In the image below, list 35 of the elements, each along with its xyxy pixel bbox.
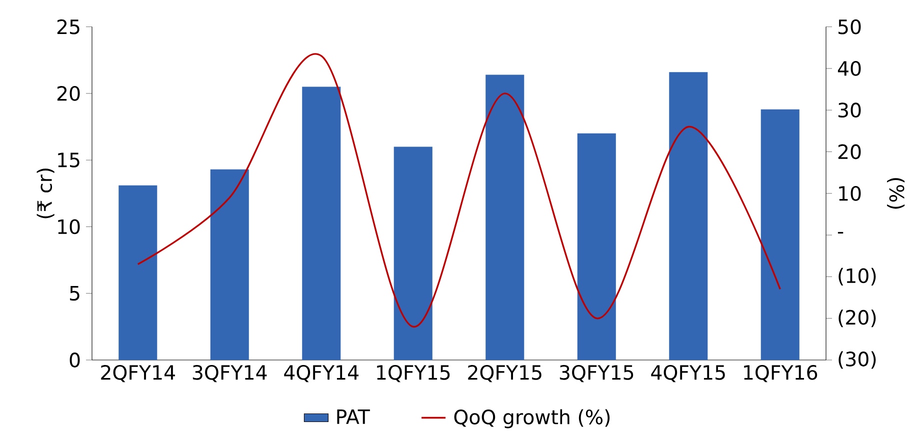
y-tick-label: 25 xyxy=(57,19,80,34)
bar xyxy=(302,86,341,360)
bar xyxy=(760,109,800,360)
x-tick-label: 3QFY15 xyxy=(560,364,634,382)
y-axis-title: (₹ cr) xyxy=(36,168,54,218)
x-tick-label: 3QFY14 xyxy=(192,364,267,382)
y2-tick-label: (10) xyxy=(838,268,876,286)
bar xyxy=(210,169,249,360)
x-tick-label: 2QFY14 xyxy=(101,364,175,382)
y2-tick-label: 10 xyxy=(839,186,861,201)
y2-axis-title: (%) xyxy=(887,178,905,209)
y2-tick-label: - xyxy=(838,232,844,234)
y-tick-label: 10 xyxy=(58,219,80,234)
y-tick-label: 15 xyxy=(58,152,80,168)
bar xyxy=(118,185,158,360)
y2-tick-label: 50 xyxy=(838,19,861,34)
y-tick-label: 0 xyxy=(70,352,80,368)
y2-tick-label: (20) xyxy=(838,310,876,328)
legend-label: QoQ growth (%) xyxy=(454,409,610,428)
y2-tick-label: 30 xyxy=(838,102,861,118)
legend-label: PAT xyxy=(337,410,370,424)
bar xyxy=(394,146,432,360)
x-tick-label: 4QFY15 xyxy=(651,364,725,382)
y2-tick-label: 20 xyxy=(838,144,861,160)
y2-tick-label: (30) xyxy=(838,351,876,369)
y2-tick-label: 40 xyxy=(838,61,861,76)
x-tick-label: 2QFY15 xyxy=(468,364,542,382)
x-tick-label: 1QFY16 xyxy=(744,364,818,382)
y-tick-label: 5 xyxy=(70,286,80,301)
bar xyxy=(577,133,616,360)
bar xyxy=(486,74,524,360)
x-tick-label: 1QFY15 xyxy=(377,364,450,382)
bar xyxy=(669,72,708,360)
x-tick-label: 4QFY14 xyxy=(284,364,358,382)
y-tick-label: 20 xyxy=(57,86,80,101)
